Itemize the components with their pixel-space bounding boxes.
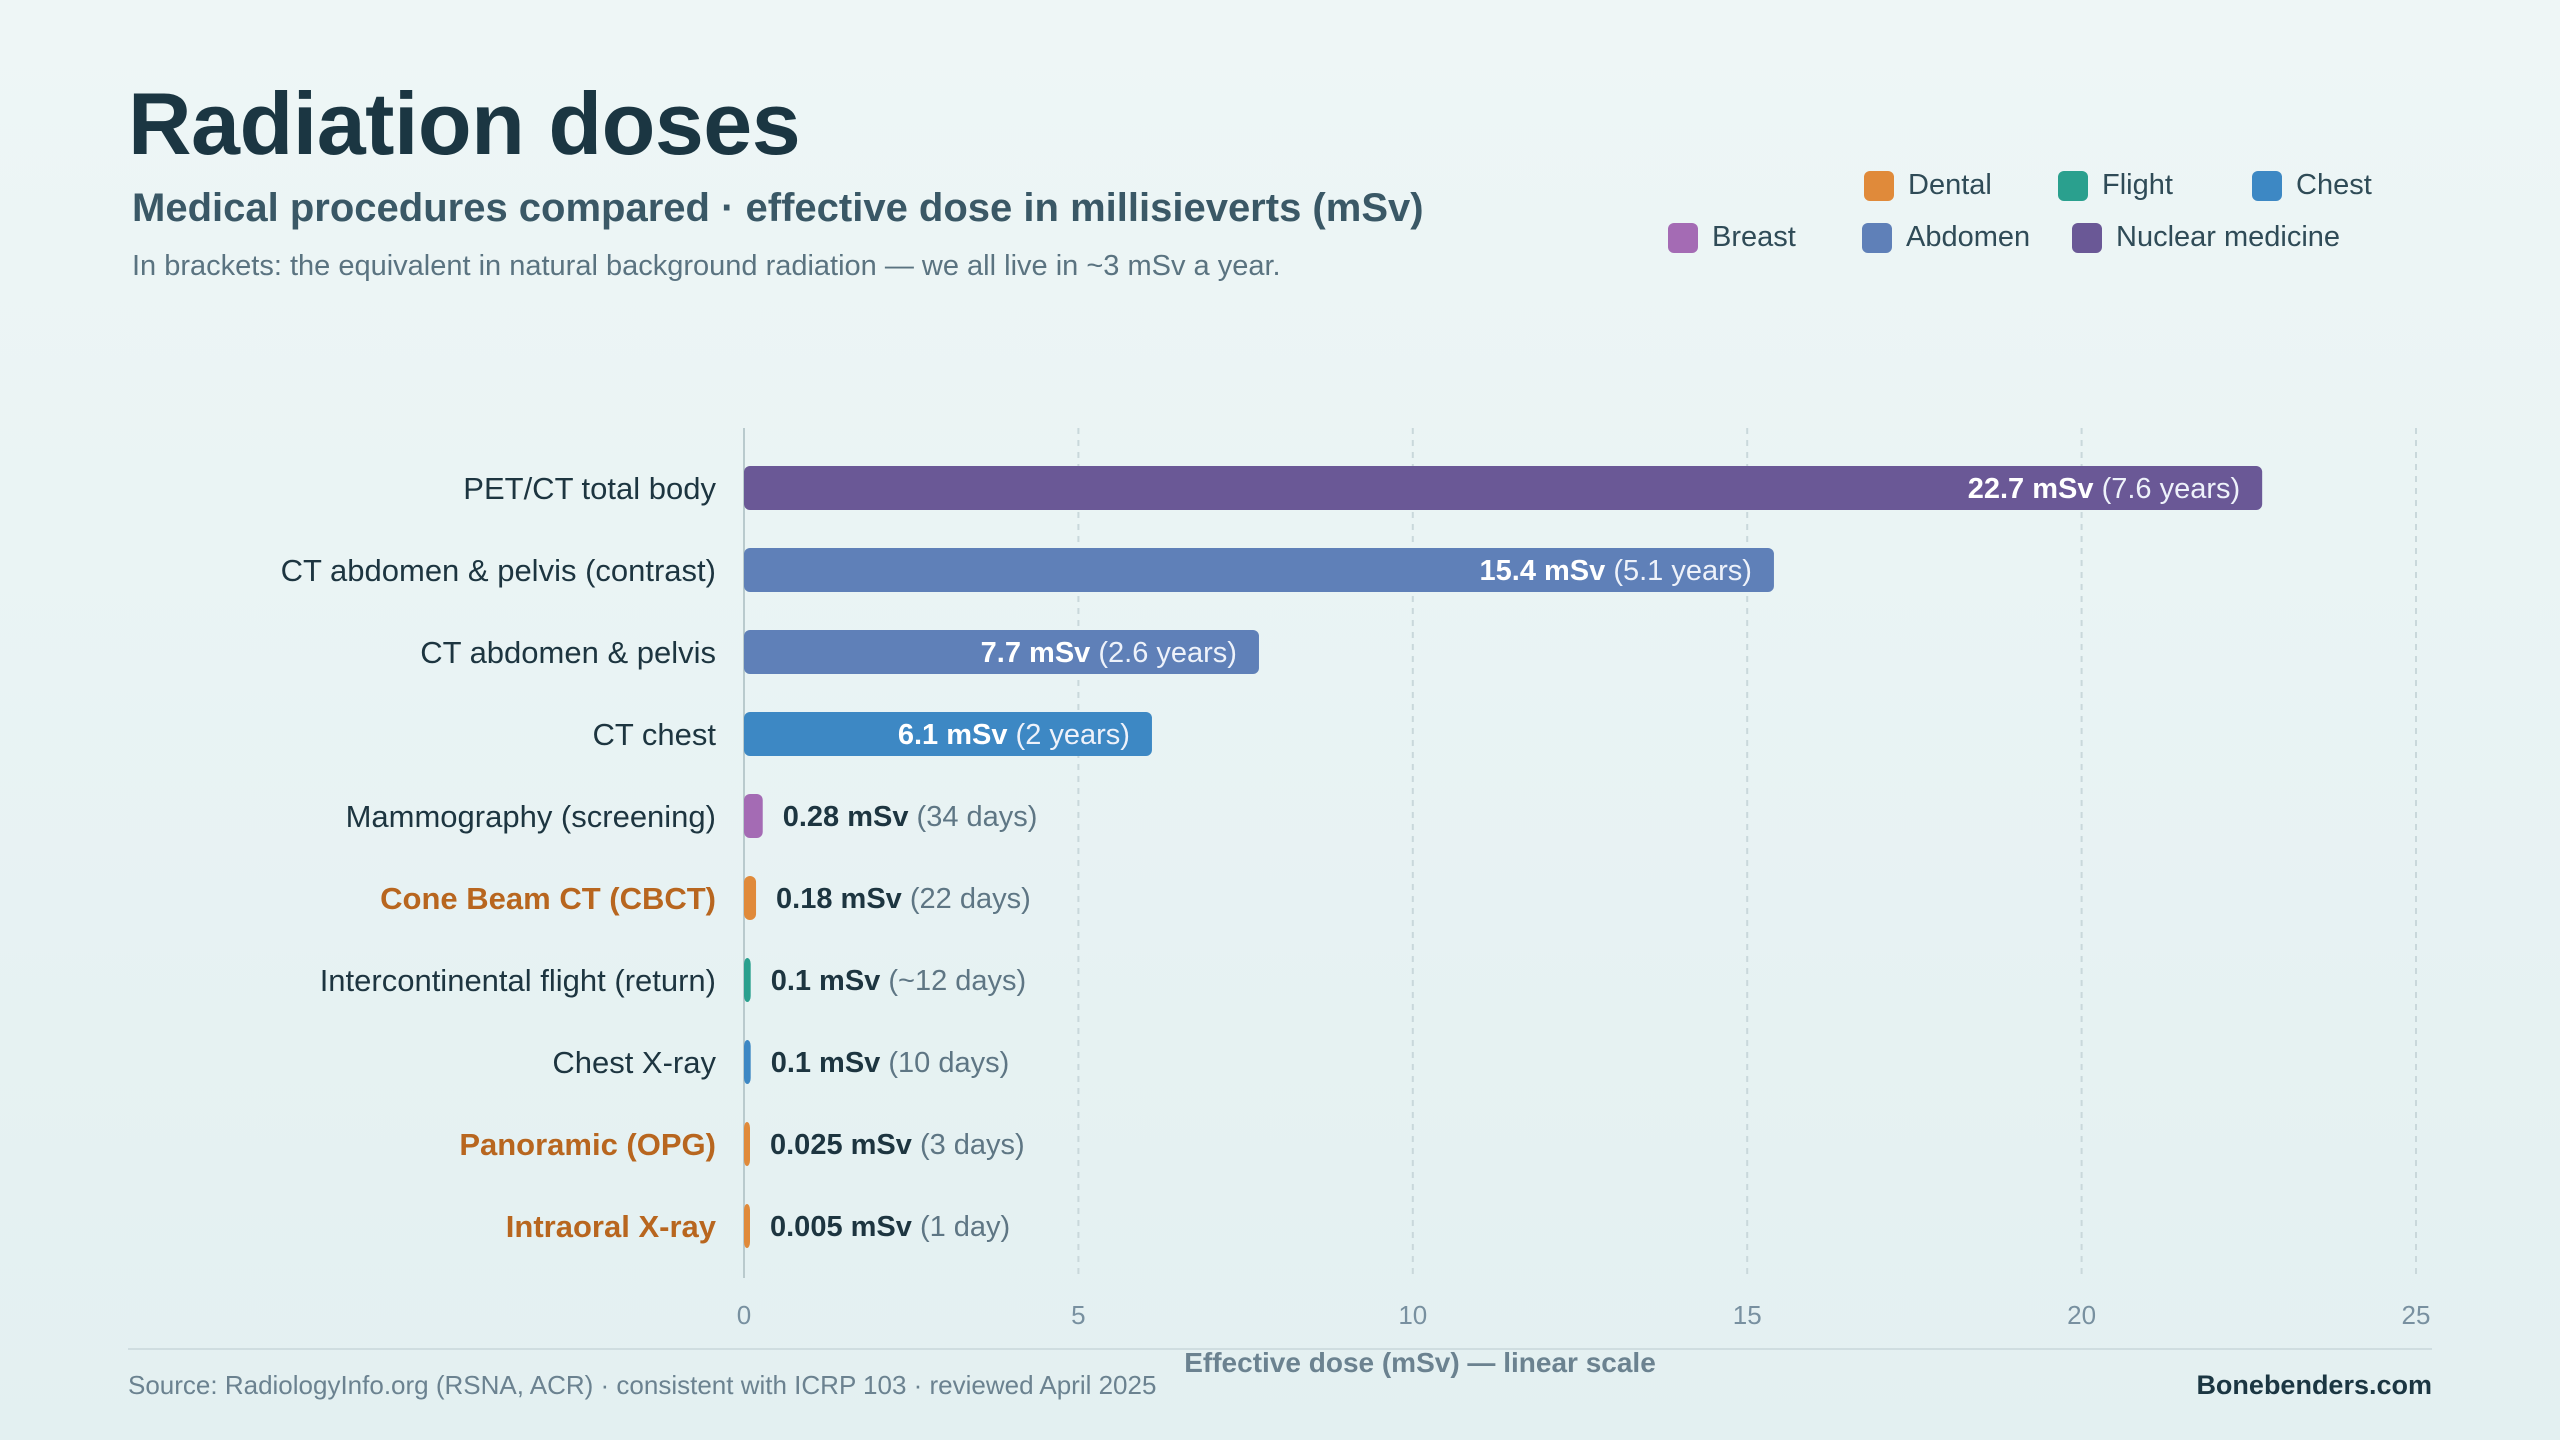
bar-value: 15.4 mSv [1480, 555, 1614, 587]
page-title: Radiation doses [128, 74, 801, 173]
brand-link[interactable]: Bonebenders.com [2196, 1370, 2432, 1400]
bar-equivalent: (5.1 years) [1613, 555, 1752, 587]
x-tick-label: 0 [737, 1300, 751, 1330]
bar[interactable] [744, 712, 1152, 756]
bar-category-label: CT chest [593, 717, 717, 752]
legend-item-abdomen[interactable]: Abdomen [1862, 221, 2030, 254]
x-tick-label: 15 [1733, 1300, 1762, 1330]
bar-value: 0.025 mSv [770, 1129, 920, 1161]
legend-label: Dental [1908, 169, 1992, 201]
bar-value: 0.1 mSv [771, 965, 889, 997]
bar[interactable] [744, 1040, 751, 1084]
bar-category-label: Panoramic (OPG) [459, 1127, 716, 1162]
bar-value-label: 0.1 mSv (10 days) [771, 1047, 1010, 1079]
bar-equivalent: (7.6 years) [2102, 473, 2241, 505]
bar-value: 6.1 mSv [898, 719, 1016, 751]
legend-item-chest[interactable]: Chest [2252, 169, 2372, 202]
bar-equivalent: (3 days) [920, 1129, 1025, 1161]
bar-value-label: 0.28 mSv (34 days) [783, 801, 1038, 833]
legend-swatch-abdomen [1862, 222, 1892, 253]
bar[interactable] [744, 876, 757, 920]
bar-category-label: PET/CT total body [463, 471, 716, 506]
bar-equivalent: (2.6 years) [1098, 637, 1237, 669]
x-tick-label: 25 [2402, 1300, 2431, 1330]
bar-category-label: Chest X-ray [552, 1045, 716, 1080]
source-note: Source: RadiologyInfo.org (RSNA, ACR) · … [128, 1370, 1157, 1400]
legend-swatch-chest [2252, 170, 2282, 201]
legend-label: Breast [1712, 221, 1796, 253]
bar-equivalent: (34 days) [917, 801, 1038, 833]
footer-divider [128, 1348, 2432, 1350]
x-tick-label: 20 [2067, 1300, 2096, 1330]
bar-value: 7.7 mSv [981, 637, 1099, 669]
bar-category-label: Mammography (screening) [346, 799, 716, 834]
bar[interactable] [744, 794, 763, 838]
bar-value: 0.005 mSv [770, 1211, 920, 1243]
bar-value-label: 0.025 mSv (3 days) [770, 1129, 1025, 1161]
bar[interactable] [744, 630, 1259, 674]
legend-label: Abdomen [1906, 221, 2031, 253]
bar[interactable] [744, 466, 2263, 510]
chart-legend: Dental Flight Chest Breast Abdomen Nucle… [0, 0, 2560, 300]
legend-label: Flight [2102, 169, 2173, 201]
bar[interactable] [744, 548, 1774, 592]
chart-note: In brackets: the equivalent in natural b… [132, 250, 1281, 282]
legend-swatch-dental [1864, 170, 1894, 201]
bar[interactable] [744, 958, 751, 1002]
legend-item-breast[interactable]: Breast [1668, 221, 1796, 254]
x-tick-label: 5 [1071, 1300, 1085, 1330]
bar-equivalent: (1 day) [920, 1211, 1010, 1243]
legend-swatch-flight [2058, 170, 2088, 201]
chart-subtitle: Medical procedures compared · effective … [132, 186, 1424, 230]
bar-value-label: 0.18 mSv (22 days) [776, 883, 1031, 915]
x-tick-label: 10 [1398, 1300, 1427, 1330]
legend-item-nuclear-medicine[interactable]: Nuclear medicine [2072, 221, 2340, 254]
bar-value-label: 7.7 mSv (2.6 years) [981, 637, 1237, 669]
bar-category-label: CT abdomen & pelvis (contrast) [281, 553, 716, 588]
bar-category-label: Intercontinental flight (return) [320, 963, 716, 998]
bar-value-label: 6.1 mSv (2 years) [898, 719, 1130, 751]
bar-value-label: 0.005 mSv (1 day) [770, 1211, 1010, 1243]
bar[interactable] [744, 1122, 750, 1166]
legend-swatch-nuclear-medicine [2072, 222, 2102, 253]
legend-swatch-breast [1668, 222, 1698, 253]
bar-category-label: CT abdomen & pelvis [420, 635, 716, 670]
legend-label: Chest [2296, 169, 2372, 201]
bar-value: 22.7 mSv [1968, 473, 2102, 505]
x-axis-label: Effective dose (mSv) — linear scale [1184, 1347, 1656, 1378]
bar-category-label: Intraoral X-ray [506, 1209, 717, 1244]
bar[interactable] [744, 1204, 750, 1248]
bar-value: 0.1 mSv [771, 1047, 889, 1079]
legend-item-dental[interactable]: Dental [1864, 169, 1992, 202]
bar-equivalent: (10 days) [888, 1047, 1009, 1079]
legend-label: Nuclear medicine [2116, 221, 2341, 253]
bar-equivalent: (~12 days) [888, 965, 1026, 997]
legend-item-flight[interactable]: Flight [2058, 169, 2173, 202]
bar-value-label: 15.4 mSv (5.1 years) [1480, 555, 1752, 587]
bar-equivalent: (2 years) [1016, 719, 1130, 751]
bar-value: 0.28 mSv [783, 801, 917, 833]
bar-equivalent: (22 days) [910, 883, 1031, 915]
bar-value-label: 0.1 mSv (~12 days) [771, 965, 1027, 997]
bar-category-label: Cone Beam CT (CBCT) [380, 881, 716, 916]
bar-value: 0.18 mSv [776, 883, 910, 915]
bar-value-label: 22.7 mSv (7.6 years) [1968, 473, 2240, 505]
